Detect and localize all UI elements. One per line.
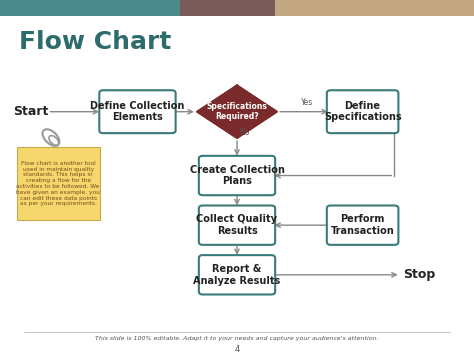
FancyBboxPatch shape xyxy=(199,156,275,195)
Text: Stop: Stop xyxy=(403,268,436,281)
Text: Flow chart is another tool
used in maintain quality
standards. This helps in
cre: Flow chart is another tool used in maint… xyxy=(16,161,100,206)
Text: Define Collection
Elements: Define Collection Elements xyxy=(90,101,185,122)
Text: Yes: Yes xyxy=(301,98,313,106)
Text: This slide is 100% editable. Adapt it to your needs and capture your audience's : This slide is 100% editable. Adapt it to… xyxy=(95,336,379,341)
Text: Report &
Analyze Results: Report & Analyze Results xyxy=(193,264,281,286)
Text: Create Collection
Plans: Create Collection Plans xyxy=(190,165,284,186)
Text: Start: Start xyxy=(13,105,48,118)
FancyBboxPatch shape xyxy=(327,90,398,133)
Text: No: No xyxy=(239,129,249,137)
Polygon shape xyxy=(197,85,277,138)
Text: Flow Chart: Flow Chart xyxy=(19,30,171,54)
FancyBboxPatch shape xyxy=(199,255,275,295)
Text: Specifications
Required?: Specifications Required? xyxy=(207,102,267,121)
Text: Define
Specifications: Define Specifications xyxy=(324,101,401,122)
FancyBboxPatch shape xyxy=(275,0,474,16)
Text: Collect Quality
Results: Collect Quality Results xyxy=(197,214,277,236)
FancyBboxPatch shape xyxy=(199,206,275,245)
FancyBboxPatch shape xyxy=(0,0,180,16)
FancyBboxPatch shape xyxy=(327,206,398,245)
FancyBboxPatch shape xyxy=(17,147,100,220)
Text: 4: 4 xyxy=(234,345,240,354)
FancyBboxPatch shape xyxy=(99,90,175,133)
FancyBboxPatch shape xyxy=(180,0,275,16)
Text: Perform
Transaction: Perform Transaction xyxy=(331,214,394,236)
